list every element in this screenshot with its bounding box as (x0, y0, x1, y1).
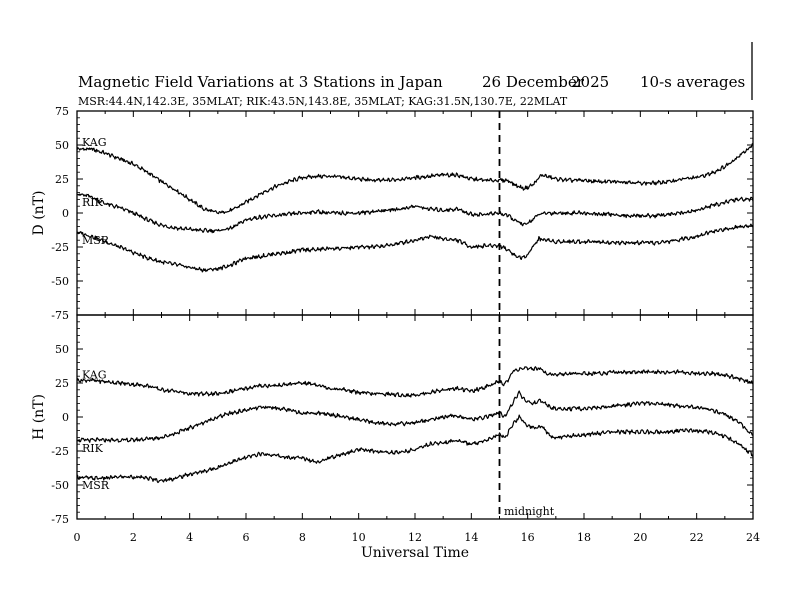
y-tick-label: -75 (51, 513, 69, 526)
chart-year: 2025 (571, 73, 609, 91)
station-label-rik: RIK (82, 196, 104, 209)
y-tick-label: 75 (55, 105, 69, 118)
y-tick-label: 50 (55, 139, 69, 152)
series-line-kag (76, 143, 754, 215)
y-tick-label: 25 (55, 377, 69, 390)
y-axis-label: H (nT) (31, 394, 47, 440)
x-tick-label: 24 (746, 531, 760, 544)
station-label-rik: RIK (82, 442, 104, 455)
midnight-label: midnight (504, 505, 555, 518)
station-label-kag: KAG (82, 368, 107, 381)
x-tick-label: 12 (408, 531, 422, 544)
station-label-msr: MSR (82, 479, 110, 492)
y-tick-label: 50 (55, 343, 69, 356)
x-tick-label: 14 (464, 531, 478, 544)
y-tick-label: 0 (62, 207, 69, 220)
x-tick-label: 6 (243, 531, 250, 544)
series-line-rik (76, 193, 754, 234)
y-tick-label: -25 (51, 445, 69, 458)
series-line-msr (76, 223, 754, 273)
series-line-kag (76, 366, 754, 398)
x-axis-label: Universal Time (361, 545, 469, 561)
chart-date: 26 December (482, 73, 585, 91)
x-tick-label: 10 (352, 531, 366, 544)
y-tick-label: -50 (51, 479, 69, 492)
station-label-msr: MSR (82, 234, 110, 247)
x-tick-label: 20 (633, 531, 647, 544)
x-tick-label: 4 (186, 531, 193, 544)
x-tick-label: 0 (74, 531, 81, 544)
x-tick-label: 8 (299, 531, 306, 544)
chart-title: Magnetic Field Variations at 3 Stations … (78, 73, 443, 91)
station-label-kag: KAG (82, 136, 107, 149)
plot-layer: 75 50 25 0 -25 -50 -75 D (nT) KAG RIK MSR 50 25 0 -25 -… (31, 105, 760, 544)
x-tick-label: 18 (577, 531, 591, 544)
chart-subtitle: MSR:44.4N,142.3E, 35MLAT; RIK:43.5N,143.… (78, 95, 568, 108)
x-tick-label: 2 (130, 531, 137, 544)
chart-note: 10-s averages (640, 73, 745, 91)
y-tick-label: -25 (51, 241, 69, 254)
y-tick-label: -75 (51, 309, 69, 322)
y-tick-label: 0 (62, 411, 69, 424)
x-tick-label: 22 (690, 531, 704, 544)
y-axis-label: D (nT) (31, 191, 47, 236)
series-line-rik (76, 390, 754, 443)
y-tick-label: -50 (51, 275, 69, 288)
series-line-msr (76, 414, 754, 484)
y-tick-label: 25 (55, 173, 69, 186)
x-tick-label: 16 (521, 531, 535, 544)
